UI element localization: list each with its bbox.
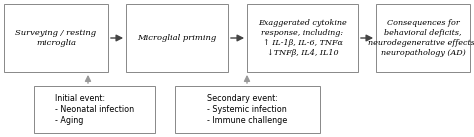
Bar bbox=[126, 4, 228, 72]
Bar bbox=[376, 4, 470, 72]
Bar bbox=[4, 4, 108, 72]
Text: Secondary event:
- Systemic infection
- Immune challenge: Secondary event: - Systemic infection - … bbox=[207, 94, 288, 125]
Text: Consequences for
behavioral deficits,
neurodegenerative effects,
neuropathology : Consequences for behavioral deficits, ne… bbox=[368, 19, 474, 57]
Bar bbox=[34, 86, 155, 133]
Bar bbox=[247, 4, 358, 72]
Text: Surveying / resting
microglia: Surveying / resting microglia bbox=[16, 29, 97, 47]
Text: Exaggerated cytokine
response, including:
↑ IL-1β, IL-6, TNFα
↓TNFβ, IL4, IL10: Exaggerated cytokine response, including… bbox=[258, 19, 347, 57]
Text: Microglial priming: Microglial priming bbox=[137, 34, 217, 42]
Text: Initial event:
- Neonatal infection
- Aging: Initial event: - Neonatal infection - Ag… bbox=[55, 94, 134, 125]
Bar bbox=[175, 86, 320, 133]
